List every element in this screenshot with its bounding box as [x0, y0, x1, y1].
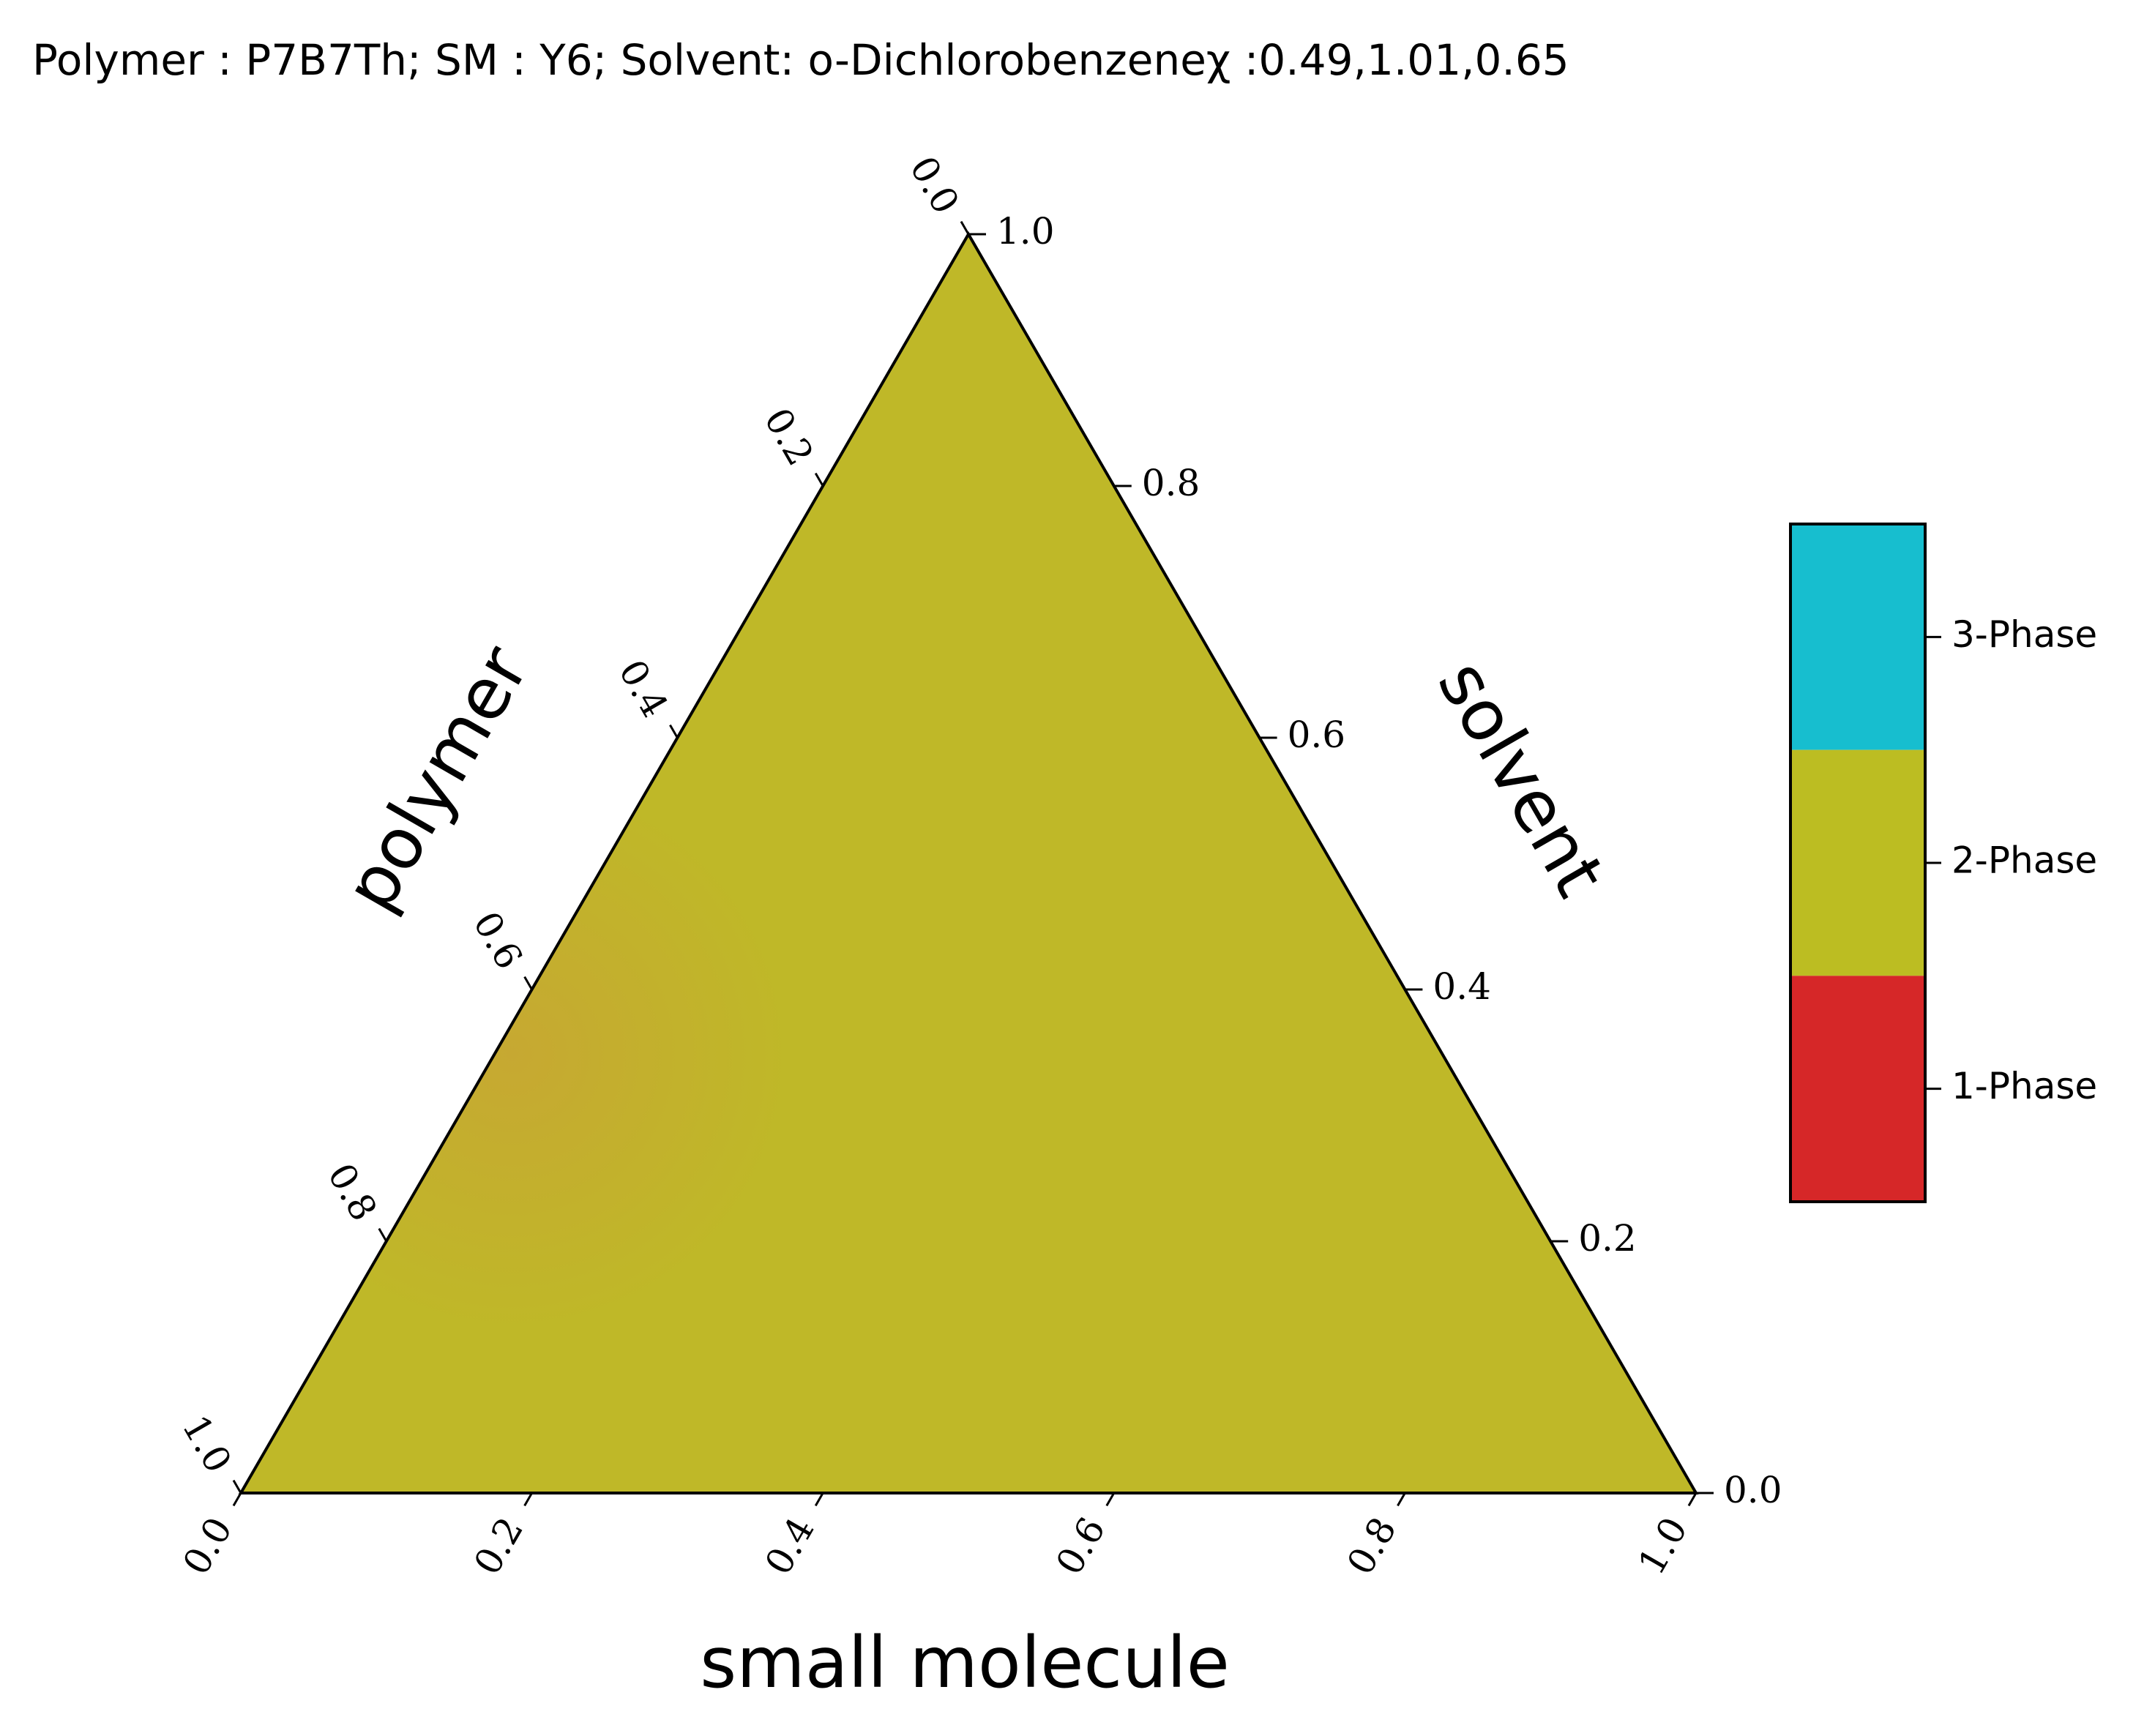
left-tick-mark	[523, 976, 533, 990]
bottom-tick-mark	[1397, 1492, 1406, 1507]
bottom-tick-label: 0.8	[1339, 1511, 1405, 1582]
left-tick-mark	[669, 724, 679, 738]
right-tick-label: 0.6	[1288, 714, 1346, 756]
right-tick-label: 0.2	[1578, 1217, 1637, 1260]
bottom-tick-label: 0.6	[1047, 1511, 1113, 1582]
left-tick-mark	[232, 1479, 242, 1494]
bottom-tick-label: 0.0	[175, 1511, 241, 1582]
bottom-tick-mark	[814, 1492, 824, 1507]
right-tick-label: 0.4	[1433, 965, 1491, 1008]
bottom-tick-mark	[1105, 1492, 1116, 1507]
bottom-tick-mark	[523, 1492, 533, 1507]
right-axis-label: solvent	[1422, 647, 1621, 910]
ternary-plot-area	[238, 231, 1699, 1494]
bottom-tick-label: 1.0	[1630, 1511, 1696, 1582]
legend-frame	[1789, 523, 1927, 1203]
left-axis-label: polymer	[329, 632, 545, 924]
bottom-tick-label: 0.2	[466, 1511, 531, 1582]
left-tick-label: 0.0	[901, 149, 967, 221]
left-tick-mark	[378, 1227, 388, 1242]
phase-tint-region	[241, 234, 1696, 1493]
left-tick-label: 1.0	[173, 1408, 239, 1480]
bottom-axis-label: small molecule	[700, 1622, 1230, 1704]
legend-swatch	[1790, 749, 1925, 976]
left-tick-mark	[814, 472, 824, 487]
bottom-axis: 0.0 0.2 0.4 0.6 0.8 1.0	[175, 1492, 1698, 1582]
left-tick-label: 0.6	[465, 905, 531, 976]
right-tick-label: 0.8	[1142, 462, 1200, 504]
left-tick-label: 0.4	[610, 653, 676, 725]
bottom-tick-mark	[232, 1492, 242, 1507]
legend-label: 2-Phase	[1952, 839, 2097, 882]
legend-swatch	[1790, 524, 1925, 750]
left-tick-label: 0.8	[319, 1156, 385, 1228]
legend-label: 1-Phase	[1952, 1065, 2097, 1107]
bottom-tick-label: 0.4	[757, 1511, 823, 1582]
left-tick-label: 0.2	[756, 401, 822, 473]
legend-swatch	[1790, 976, 1925, 1202]
colorbar-legend: 3-Phase 2-Phase 1-Phase	[1789, 523, 2097, 1203]
right-axis: 0.0 0.2 0.4 0.6 0.8 1.0	[968, 210, 1782, 1511]
triangle-frame	[238, 231, 1699, 1494]
legend-label: 3-Phase	[1952, 613, 2097, 656]
right-tick-label: 0.0	[1724, 1469, 1782, 1511]
bottom-tick-mark	[1687, 1492, 1698, 1507]
right-tick-label: 1.0	[996, 210, 1055, 252]
left-tick-mark	[960, 220, 970, 235]
chart-title: Polymer : P7B7Th; SM : Y6; Solvent: o-Di…	[32, 35, 1569, 85]
